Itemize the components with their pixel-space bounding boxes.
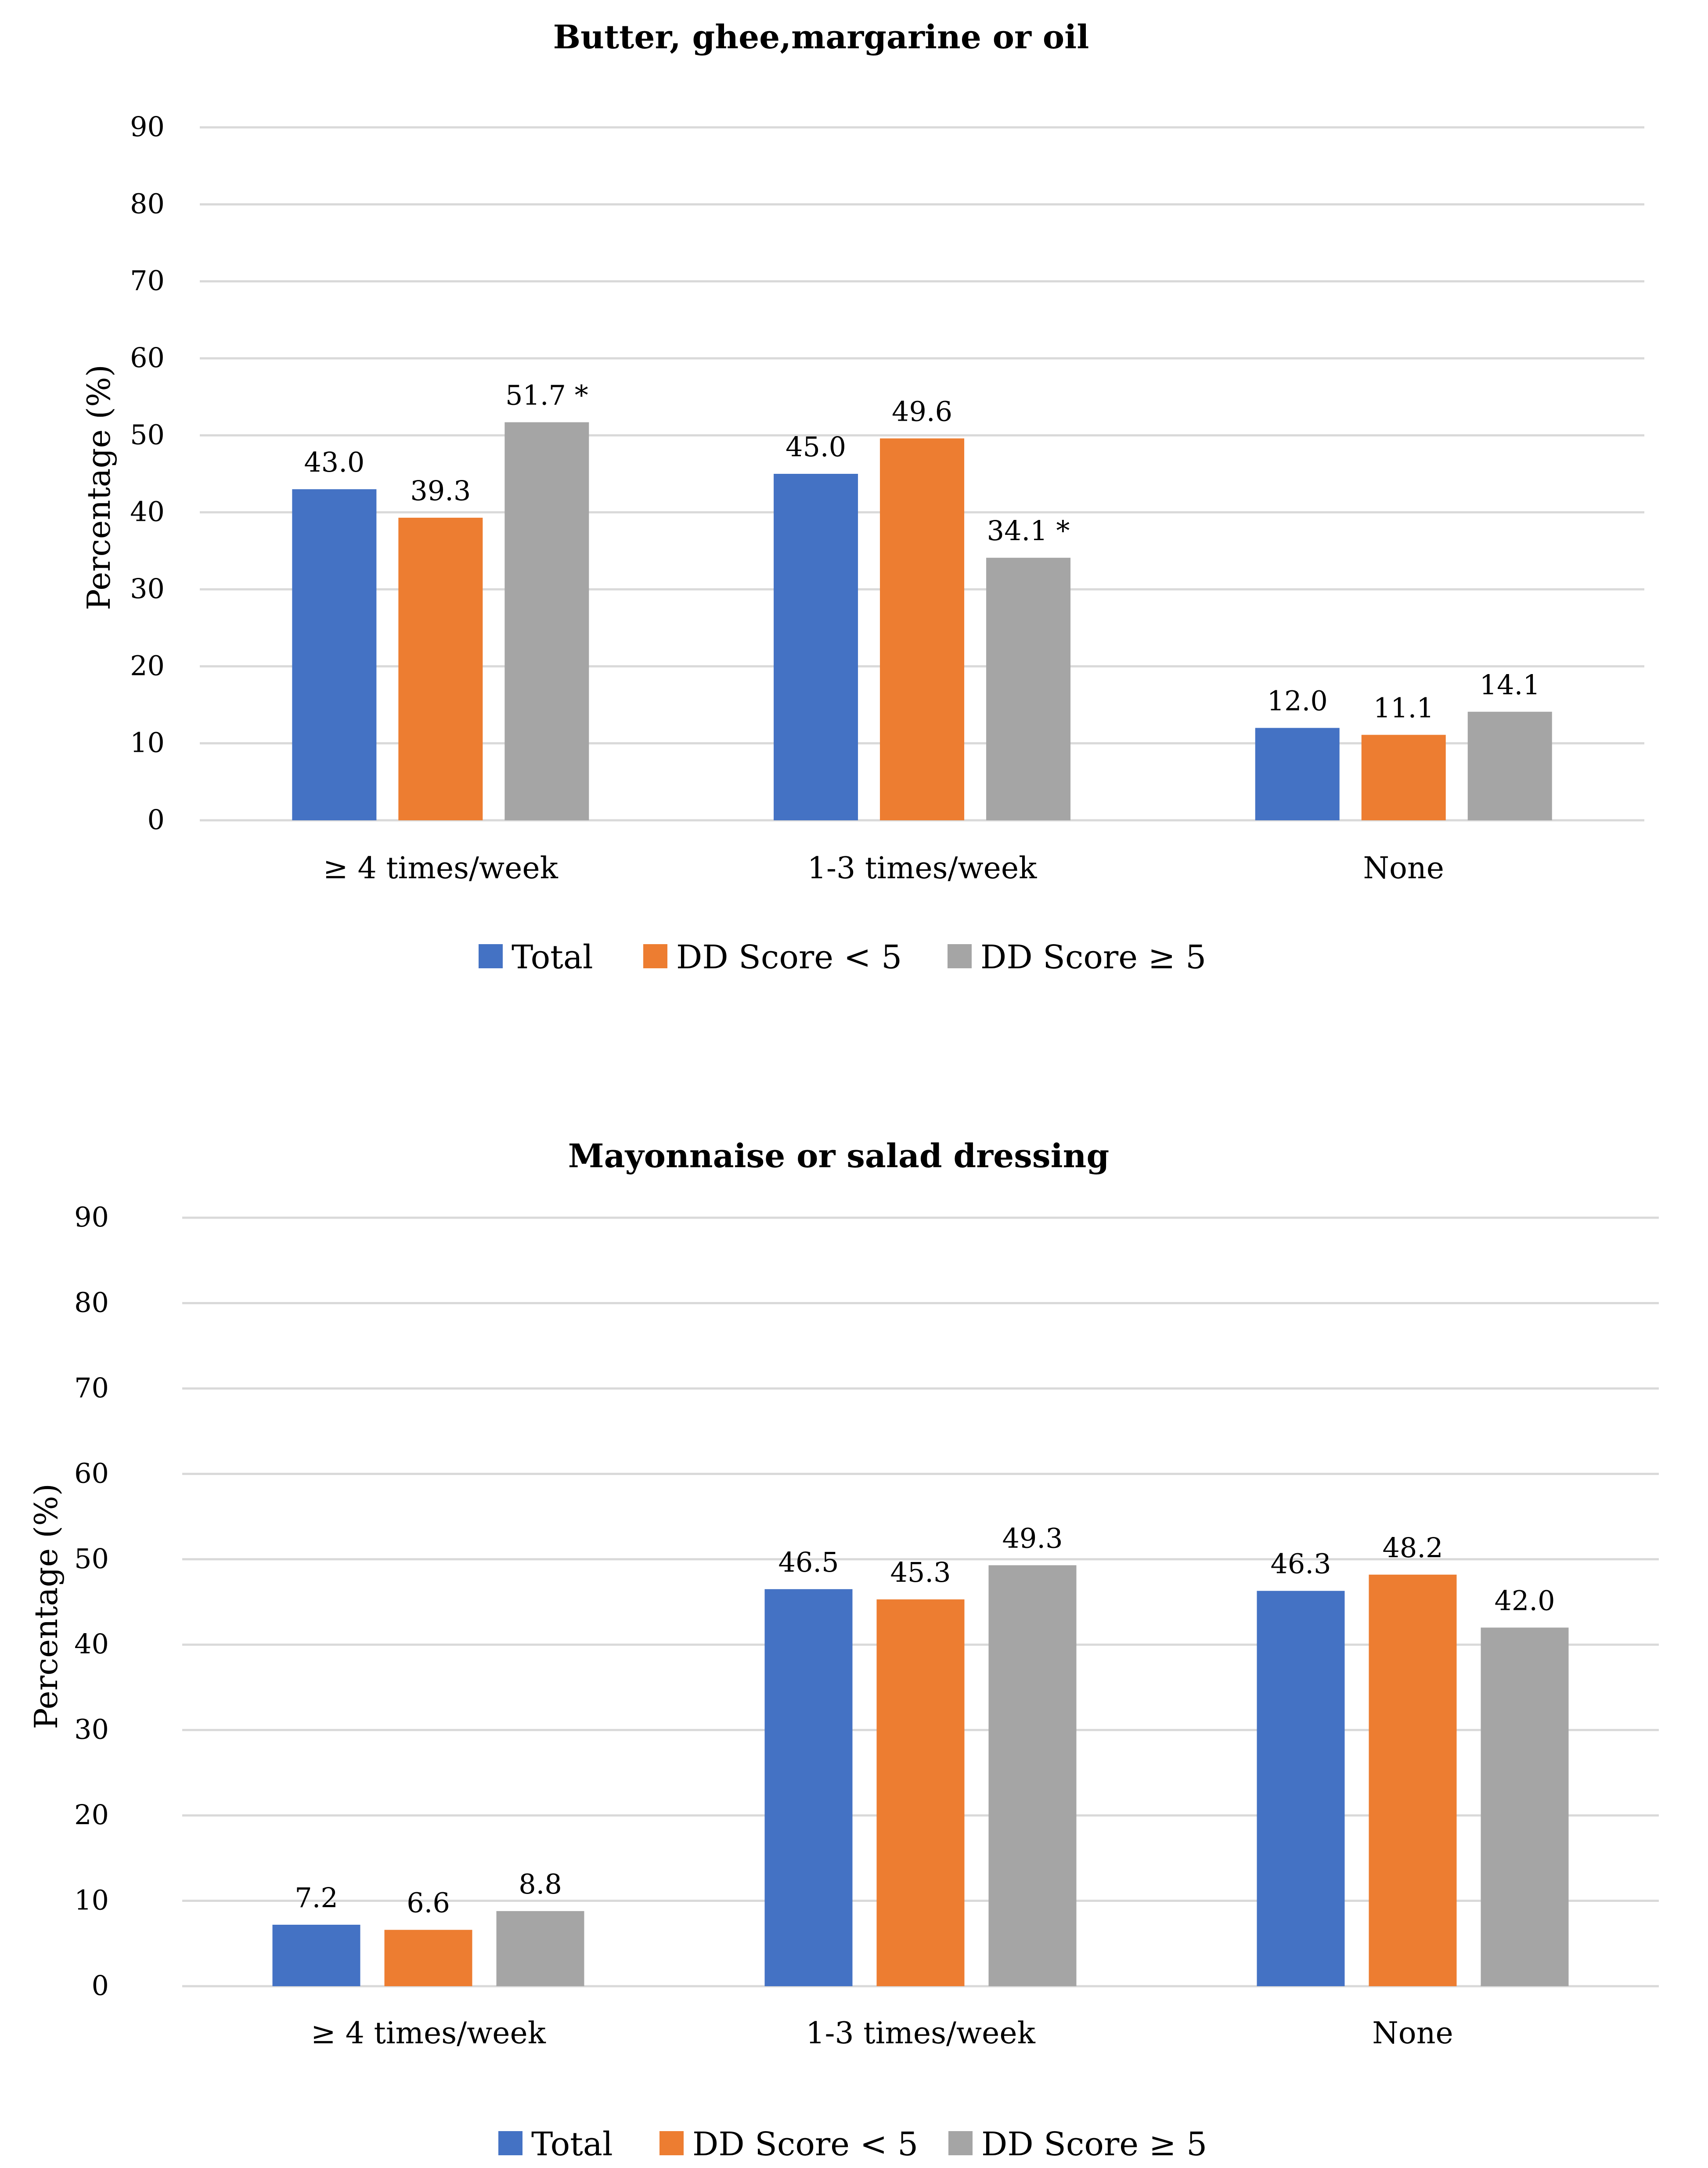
- legend-label: DD Score < 5: [692, 2125, 918, 2163]
- y-tick-label: 80: [74, 1286, 109, 1318]
- bar: [1481, 1627, 1569, 1986]
- data-label: 42.0: [1494, 1584, 1555, 1616]
- x-category-label: ≥ 4 times/week: [311, 2016, 546, 2051]
- x-category-label: None: [1372, 2016, 1453, 2051]
- legend-label: DD Score < 5: [676, 938, 902, 976]
- bar: [1361, 735, 1446, 820]
- bar: [774, 474, 858, 820]
- chart-mayonnaise-salad-dressing: Mayonnaise or salad dressing Percentage …: [28, 1137, 1659, 2163]
- legend-swatch: [643, 944, 667, 968]
- x-category-label: 1-3 times/week: [807, 851, 1037, 886]
- legend-label: DD Score ≥ 5: [981, 2125, 1207, 2163]
- bar: [1467, 711, 1552, 820]
- y-tick-label: 0: [148, 804, 165, 836]
- y-tick-label: 40: [74, 1628, 109, 1660]
- y-tick-label: 90: [74, 1201, 109, 1233]
- y-tick-label: 60: [130, 342, 165, 374]
- bar: [764, 1589, 853, 1986]
- bar: [292, 489, 377, 820]
- legend-swatch: [948, 2131, 973, 2155]
- chart-butter-ghee-margarine-oil: Butter, ghee,margarine or oil Percentage…: [80, 18, 1644, 976]
- chart-title: Mayonnaise or salad dressing: [568, 1137, 1109, 1175]
- y-tick-label: 70: [130, 265, 165, 297]
- bar: [1257, 1591, 1345, 1986]
- y-tick-label: 30: [130, 573, 165, 605]
- bar: [398, 517, 483, 820]
- bar: [272, 1925, 360, 1986]
- y-tick-label: 70: [74, 1372, 109, 1404]
- legend-swatch: [479, 944, 503, 968]
- data-label: 48.2: [1382, 1532, 1443, 1564]
- legend-swatch: [659, 2131, 684, 2155]
- bar: [988, 1565, 1077, 1986]
- x-category-label: ≥ 4 times/week: [323, 851, 559, 886]
- data-label: 51.7 *: [505, 379, 588, 411]
- data-label: 46.3: [1270, 1548, 1331, 1580]
- y-tick-label: 10: [130, 727, 165, 759]
- data-label: 12.0: [1267, 685, 1328, 717]
- data-label: 8.8: [519, 1868, 562, 1900]
- data-label: 11.1: [1373, 692, 1434, 724]
- y-tick-label: 80: [130, 188, 165, 220]
- data-label: 49.3: [1002, 1522, 1063, 1554]
- data-label: 7.2: [295, 1882, 338, 1914]
- bar: [1369, 1574, 1457, 1986]
- bar: [384, 1930, 472, 1986]
- legend-swatch: [948, 944, 972, 968]
- bar: [876, 1599, 965, 1986]
- y-tick-label: 20: [130, 649, 165, 682]
- y-tick-label: 90: [130, 111, 165, 143]
- y-tick-label: 10: [74, 1884, 109, 1916]
- bar: [880, 438, 965, 820]
- y-tick-label: 50: [130, 418, 165, 451]
- y-tick-label: 30: [74, 1713, 109, 1746]
- bar: [1255, 728, 1340, 820]
- y-tick-label: 40: [130, 496, 165, 528]
- y-tick-label: 0: [92, 1970, 109, 2002]
- y-tick-label: 50: [74, 1543, 109, 1575]
- data-label: 14.1: [1480, 669, 1540, 701]
- data-label: 43.0: [304, 446, 364, 478]
- y-axis-label: Percentage (%): [28, 1483, 65, 1729]
- legend-label: Total: [531, 2125, 613, 2163]
- x-category-label: None: [1363, 851, 1444, 886]
- data-label: 39.3: [410, 475, 471, 507]
- y-tick-label: 60: [74, 1457, 109, 1489]
- legend-label: DD Score ≥ 5: [980, 938, 1206, 976]
- data-label: 46.5: [778, 1546, 839, 1578]
- x-category-label: 1-3 times/week: [806, 2016, 1035, 2051]
- chart-title: Butter, ghee,margarine or oil: [553, 18, 1089, 56]
- data-label: 6.6: [407, 1887, 450, 1919]
- legend-swatch: [498, 2131, 522, 2155]
- y-tick-label: 20: [74, 1799, 109, 1831]
- bar: [986, 558, 1071, 820]
- data-label: 34.1 *: [987, 515, 1070, 547]
- data-label: 45.0: [786, 431, 846, 463]
- y-axis-label: Percentage (%): [80, 364, 117, 610]
- bar: [496, 1911, 584, 1986]
- data-label: 45.3: [890, 1556, 951, 1588]
- bar: [504, 422, 589, 820]
- data-label: 49.6: [892, 395, 952, 427]
- legend-label: Total: [512, 938, 593, 976]
